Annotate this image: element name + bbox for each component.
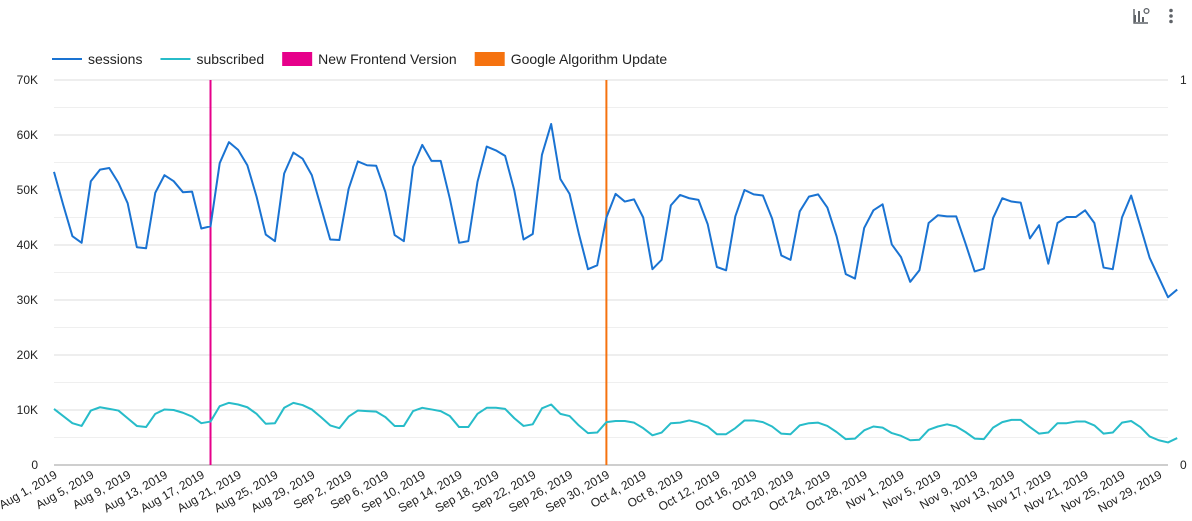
chart-settings-icon[interactable]	[1131, 6, 1151, 26]
y-tick-label: 0	[31, 458, 38, 472]
legend-label: sessions	[88, 51, 142, 67]
y-tick-label: 20K	[17, 348, 38, 362]
y-tick-label: 60K	[17, 128, 38, 142]
legend-swatch	[474, 52, 505, 66]
series-lines	[53, 123, 1178, 444]
y-right-tick-label: 1	[1180, 73, 1187, 87]
legend-label: Google Algorithm Update	[511, 51, 668, 67]
y-tick-label: 40K	[17, 238, 38, 252]
y-tick-label: 50K	[17, 183, 38, 197]
legend-label: subscribed	[196, 51, 264, 67]
gridlines	[54, 79, 1168, 466]
y-tick-label: 10K	[17, 403, 38, 417]
legend-item[interactable]: Google Algorithm Update	[474, 51, 668, 67]
y-axis-right: 01	[1180, 73, 1187, 472]
legend-item[interactable]: subscribed	[160, 51, 264, 67]
legend-swatch	[282, 52, 313, 66]
more-vert-icon[interactable]	[1161, 6, 1181, 26]
legend-item[interactable]: sessions	[52, 51, 142, 67]
y-right-tick-label: 0	[1180, 458, 1187, 472]
series-line-subscribed	[53, 401, 1178, 444]
y-axis-left: 0 10K 20K 30K 40K 50K 60K 70K	[17, 73, 39, 472]
legend: sessions subscribed New Frontend Version Go…	[52, 51, 667, 67]
y-tick-label: 30K	[17, 293, 38, 307]
y-tick-label: 70K	[17, 73, 38, 87]
legend-label: New Frontend Version	[318, 51, 457, 67]
event-markers	[209, 80, 608, 465]
legend-item[interactable]: New Frontend Version	[282, 51, 457, 67]
series-line-sessions	[53, 123, 1178, 299]
